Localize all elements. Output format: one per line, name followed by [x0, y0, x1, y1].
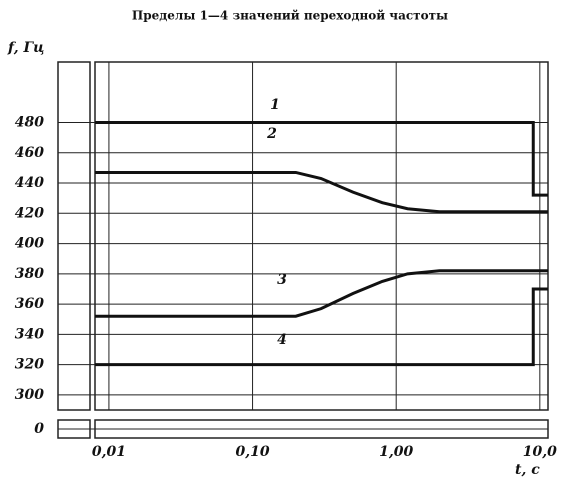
- series-label: 3: [277, 272, 287, 288]
- y-tick-label: 0: [34, 421, 44, 437]
- y-tick-label: 440: [15, 175, 44, 191]
- x-tick-label: 1,00: [379, 444, 413, 460]
- series-line: [95, 287, 548, 367]
- y-axis-label: f, Гц: [7, 40, 44, 56]
- y-tick-label: 320: [15, 357, 44, 373]
- x-tick-label: 0,01: [92, 444, 126, 460]
- series-line: [95, 170, 548, 214]
- series-line: [95, 121, 548, 197]
- y-tick-label: 480: [15, 115, 44, 131]
- y-tick-label: 360: [15, 296, 44, 312]
- y-tick-label: 420: [15, 205, 44, 221]
- y-tick-label: 380: [15, 266, 44, 282]
- x-tick-label: 0,10: [236, 444, 270, 460]
- left-strip: [57, 61, 91, 411]
- y-tick-label: 460: [15, 145, 44, 161]
- x-axis-label: t, c: [515, 462, 540, 478]
- series-label: 2: [266, 126, 277, 142]
- series-label: 1: [270, 97, 280, 113]
- series-line: [95, 269, 548, 318]
- plot-frame: [94, 61, 549, 411]
- series-label: 4: [277, 332, 287, 348]
- y-tick-label: 300: [15, 387, 44, 403]
- x-tick-label: 10,0: [523, 444, 557, 460]
- y-tick-label: 400: [15, 236, 44, 252]
- chart-title: Пределы 1—4 значений переходной частоты: [132, 9, 448, 23]
- y-tick-label: 340: [15, 326, 44, 342]
